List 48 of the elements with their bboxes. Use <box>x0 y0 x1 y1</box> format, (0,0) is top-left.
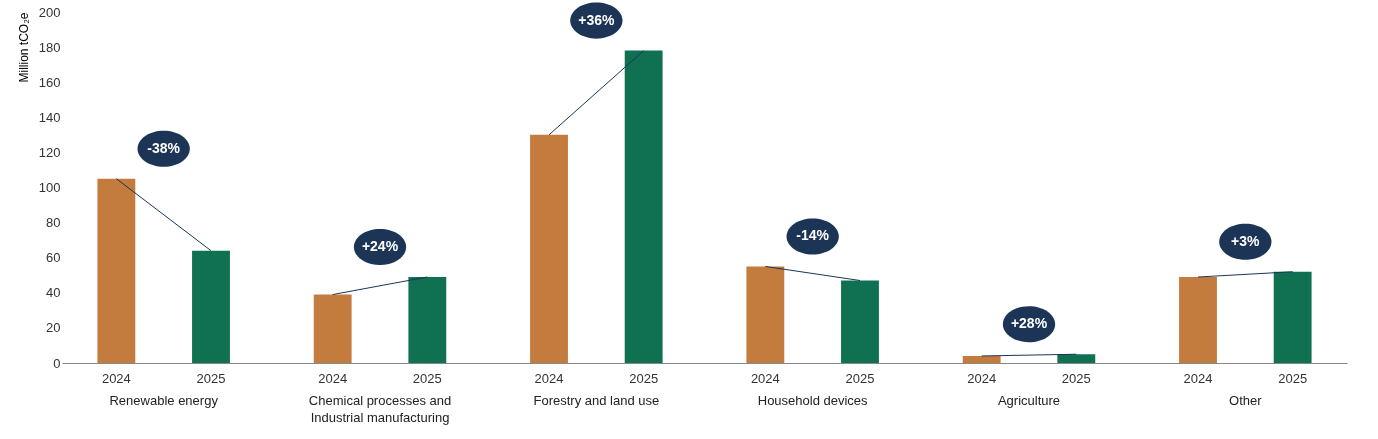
bar <box>530 134 568 363</box>
bar <box>1273 271 1312 363</box>
annotation: +3% <box>1231 232 1261 249</box>
bar <box>192 250 230 363</box>
text: 2025 <box>845 371 875 386</box>
x-tick-label: Chemical processes and Industrial manufacturing <box>308 393 452 425</box>
bar <box>97 178 136 363</box>
y-tick-label: 120 <box>38 144 61 160</box>
text: 2024 <box>534 371 564 386</box>
text: 2025 <box>1278 371 1308 386</box>
annotation: +36% <box>578 11 615 28</box>
annotation: -38% <box>147 139 181 156</box>
series-label: 2025 <box>196 371 226 386</box>
y-tick-label: 180 <box>38 39 61 55</box>
annotation: +24% <box>361 238 399 255</box>
text: 2024 <box>318 371 348 386</box>
series-label: 2024 <box>101 371 131 386</box>
bar <box>1179 277 1217 363</box>
text: 2024 <box>750 371 780 386</box>
bar <box>408 277 447 363</box>
text: 2025 <box>629 371 659 386</box>
text: 2025 <box>412 371 442 386</box>
x-tick-label: Forestry and land use <box>533 393 660 408</box>
text: 2024 <box>1183 371 1213 386</box>
text: 2025 <box>1061 371 1091 386</box>
y-tick-label: 160 <box>38 74 61 90</box>
y-tick-label: 140 <box>38 109 61 125</box>
x-tick-label: Agriculture <box>997 393 1061 408</box>
bar <box>624 50 663 363</box>
annotation: -14% <box>796 227 830 244</box>
y-axis-title: Million tCO₂e <box>16 12 31 83</box>
bar <box>841 280 879 363</box>
x-tick-label: Other <box>1229 393 1263 408</box>
y-tick-label: 60 <box>46 250 61 266</box>
bar <box>313 294 352 363</box>
y-tick-label: 40 <box>46 285 61 301</box>
bar <box>1057 354 1096 363</box>
bar <box>962 355 1001 363</box>
x-tick-label: Renewable energy <box>109 393 219 408</box>
y-tick-label: 200 <box>38 4 61 20</box>
y-tick-label: 100 <box>38 180 61 195</box>
annotation: +28% <box>1010 315 1048 332</box>
y-tick-label: 0 <box>53 355 61 371</box>
bar <box>746 266 785 363</box>
y-tick-label: 20 <box>46 320 61 336</box>
x-tick-label: Household devices <box>757 393 869 408</box>
text: 2024 <box>967 371 997 386</box>
y-tick-label: 80 <box>46 215 61 231</box>
